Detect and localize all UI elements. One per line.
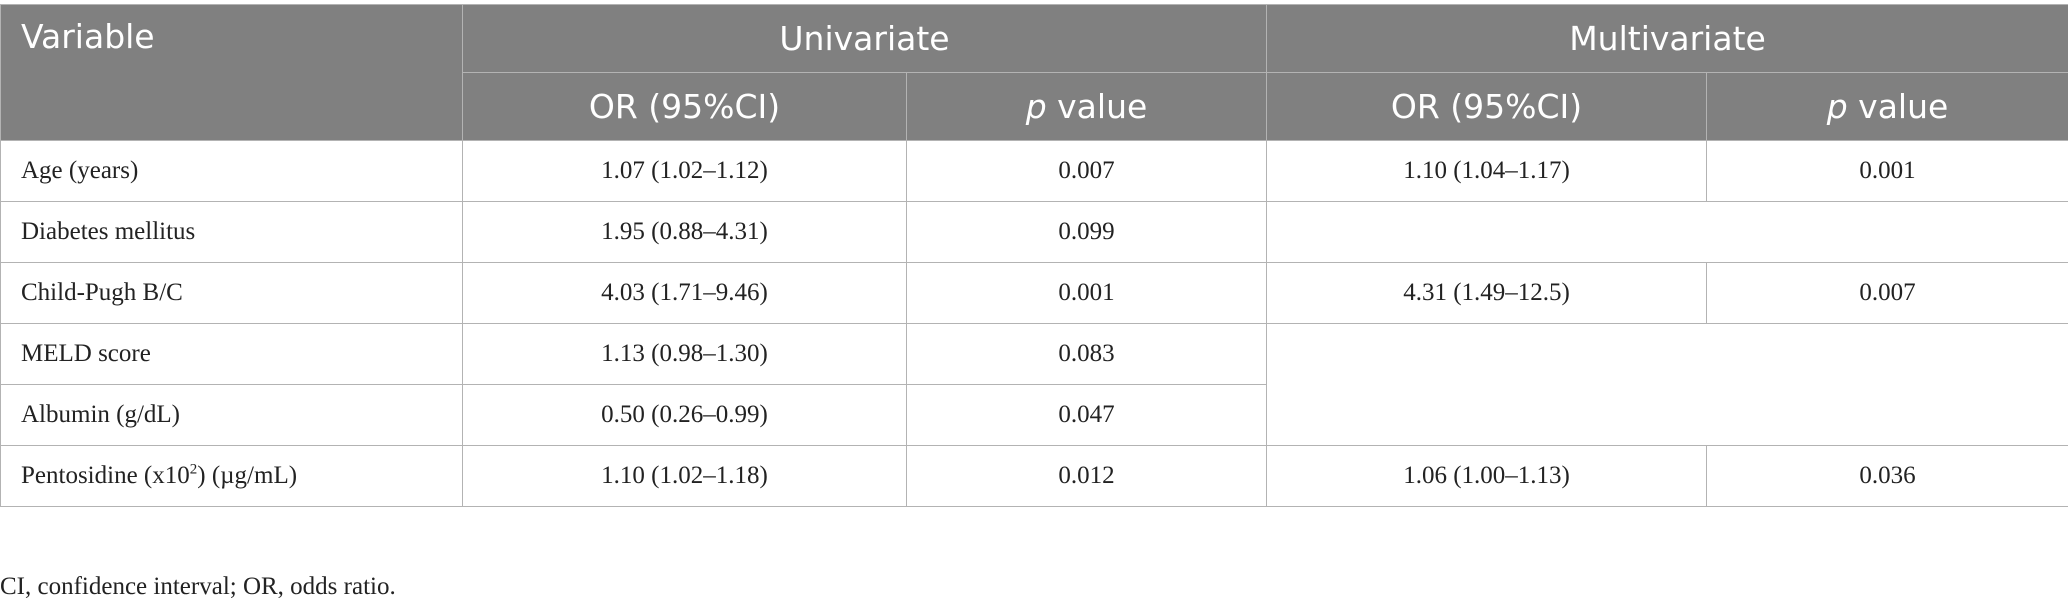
header-multi-or: OR (95%CI) — [1266, 72, 1708, 141]
header-uni-or: OR (95%CI) — [462, 72, 907, 141]
cell-multi-p: 0.001 — [1706, 140, 2068, 202]
cell-variable-suffix: ) (µg/mL) — [197, 462, 298, 489]
cell-multi-or: 1.10 (1.04–1.17) — [1266, 140, 1708, 202]
cell-uni-p: 0.047 — [905, 384, 1268, 446]
header-uni-p-rest: value — [1046, 87, 1148, 126]
table-row-meld: MELD score 1.13 (0.98–1.30) 0.083 — [0, 323, 2068, 446]
header-multi-p: p value — [1706, 72, 2068, 141]
header-row-groups: Variable Univariate Multivariate — [0, 4, 2068, 141]
cell-uni-p: 0.001 — [905, 262, 1268, 324]
cell-variable: MELD score — [0, 323, 463, 385]
cell-multi-p: 0.036 — [1706, 445, 2068, 507]
cell-variable: Pentosidine (x102) (µg/mL) — [0, 445, 463, 507]
cell-multi-p: 0.007 — [1706, 262, 2068, 324]
cell-uni-p: 0.099 — [905, 201, 1268, 263]
cell-variable-superscript: 2 — [189, 461, 198, 478]
header-multivariate: Multivariate — [1266, 4, 2068, 73]
table-header: Variable Univariate Multivariate OR (95%… — [0, 4, 2068, 141]
cell-uni-p: 0.083 — [905, 323, 1268, 385]
cell-uni-or: 1.95 (0.88–4.31) — [462, 201, 907, 263]
cell-multi-empty — [1266, 323, 2068, 446]
cell-uni-p: 0.007 — [905, 140, 1268, 202]
cell-variable: Diabetes mellitus — [0, 201, 463, 263]
cell-multi-empty — [1266, 201, 2068, 263]
cell-uni-p: 0.012 — [905, 445, 1268, 507]
header-variable: Variable — [0, 4, 463, 141]
table-row-diabetes: Diabetes mellitus 1.95 (0.88–4.31) 0.099 — [0, 201, 2068, 263]
table-row-pentosidine: Pentosidine (x102) (µg/mL) 1.10 (1.02–1.… — [0, 445, 2068, 507]
cell-uni-or: 1.07 (1.02–1.12) — [462, 140, 907, 202]
table-body: Age (years) 1.07 (1.02–1.12) 0.007 1.10 … — [0, 140, 2068, 507]
cell-variable-prefix: Pentosidine (x10 — [21, 462, 190, 489]
header-uni-p-italic: p — [1025, 87, 1047, 126]
table-row-child-pugh: Child-Pugh B/C 4.03 (1.71–9.46) 0.001 4.… — [0, 262, 2068, 324]
cell-multi-or: 4.31 (1.49–12.5) — [1266, 262, 1708, 324]
table-row-age: Age (years) 1.07 (1.02–1.12) 0.007 1.10 … — [0, 140, 2068, 202]
cell-variable: Child-Pugh B/C — [0, 262, 463, 324]
cell-variable: Albumin (g/dL) — [0, 384, 463, 446]
cell-uni-or: 0.50 (0.26–0.99) — [462, 384, 907, 446]
header-uni-p: p value — [905, 72, 1268, 141]
cell-multi-or: 1.06 (1.00–1.13) — [1266, 445, 1708, 507]
header-row-columns: OR (95%CI) p value OR (95%CI) p value — [1, 72, 2068, 141]
table-footnote: CI, confidence interval; OR, odds ratio. — [0, 573, 396, 600]
cell-uni-or: 4.03 (1.71–9.46) — [462, 262, 907, 324]
header-multi-p-italic: p — [1826, 87, 1848, 126]
header-univariate: Univariate — [461, 4, 1268, 73]
cell-uni-or: 1.10 (1.02–1.18) — [462, 445, 907, 507]
cell-uni-or: 1.13 (0.98–1.30) — [462, 323, 907, 385]
results-table: Variable Univariate Multivariate OR (95%… — [0, 4, 2068, 507]
cell-variable: Age (years) — [0, 140, 463, 202]
header-multi-p-rest: value — [1847, 87, 1949, 126]
